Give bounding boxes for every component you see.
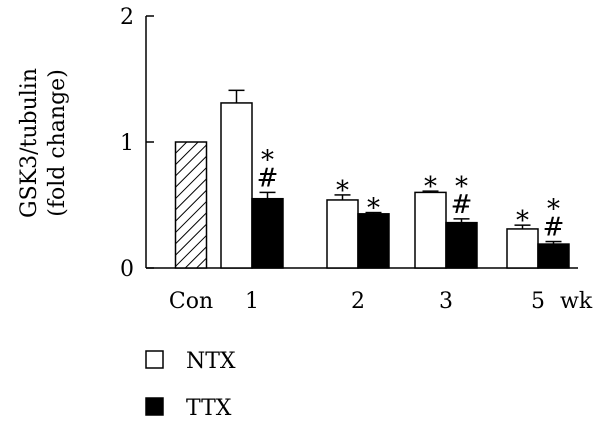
legend: NTX TTX — [145, 349, 236, 421]
significance-star: * — [547, 195, 560, 225]
significance-star: * — [261, 145, 274, 175]
legend-swatch-ntx — [145, 350, 164, 369]
y-tick-label: 2 — [120, 5, 134, 30]
significance-star: * — [516, 206, 529, 236]
legend-label-ntx: NTX — [186, 349, 236, 374]
x-tick-label: 2 — [351, 289, 365, 314]
x-tick-labels: Con 1 2 3 5 — [169, 289, 545, 314]
significance-star: * — [367, 194, 380, 224]
y-ticks: 0 1 2 — [120, 5, 154, 282]
significance-hash: # — [257, 163, 279, 193]
bar-ttx — [537, 243, 570, 269]
x-tick-label: 3 — [439, 289, 453, 314]
legend-swatch-ttx — [145, 397, 164, 416]
bar-ntx — [326, 199, 359, 269]
y-tick-label: 1 — [120, 131, 134, 156]
bar-ntx — [506, 228, 539, 269]
significance-star: * — [455, 172, 468, 202]
x-tick-label: Con — [169, 289, 213, 314]
bar-ntx — [220, 102, 253, 269]
significance-hash: # — [543, 213, 565, 243]
significance-hash: # — [451, 190, 473, 220]
significance-star: * — [424, 172, 437, 202]
x-tick-label: 1 — [245, 289, 259, 314]
bar-ttx — [251, 197, 284, 269]
x-unit-label: wk — [560, 289, 593, 314]
bars: #****#** #* — [174, 89, 570, 269]
legend-label-ttx: TTX — [186, 396, 232, 421]
y-axis-label-line2: (fold change) — [45, 69, 70, 217]
bar-control — [174, 141, 208, 269]
y-tick-label: 0 — [120, 257, 134, 282]
x-tick-label: 5 — [531, 289, 545, 314]
y-axis-label-line1: GSK3/tubulin — [17, 68, 42, 218]
bar-ntx — [414, 191, 447, 269]
bar-ttx — [445, 221, 478, 269]
significance-star: * — [336, 176, 349, 206]
